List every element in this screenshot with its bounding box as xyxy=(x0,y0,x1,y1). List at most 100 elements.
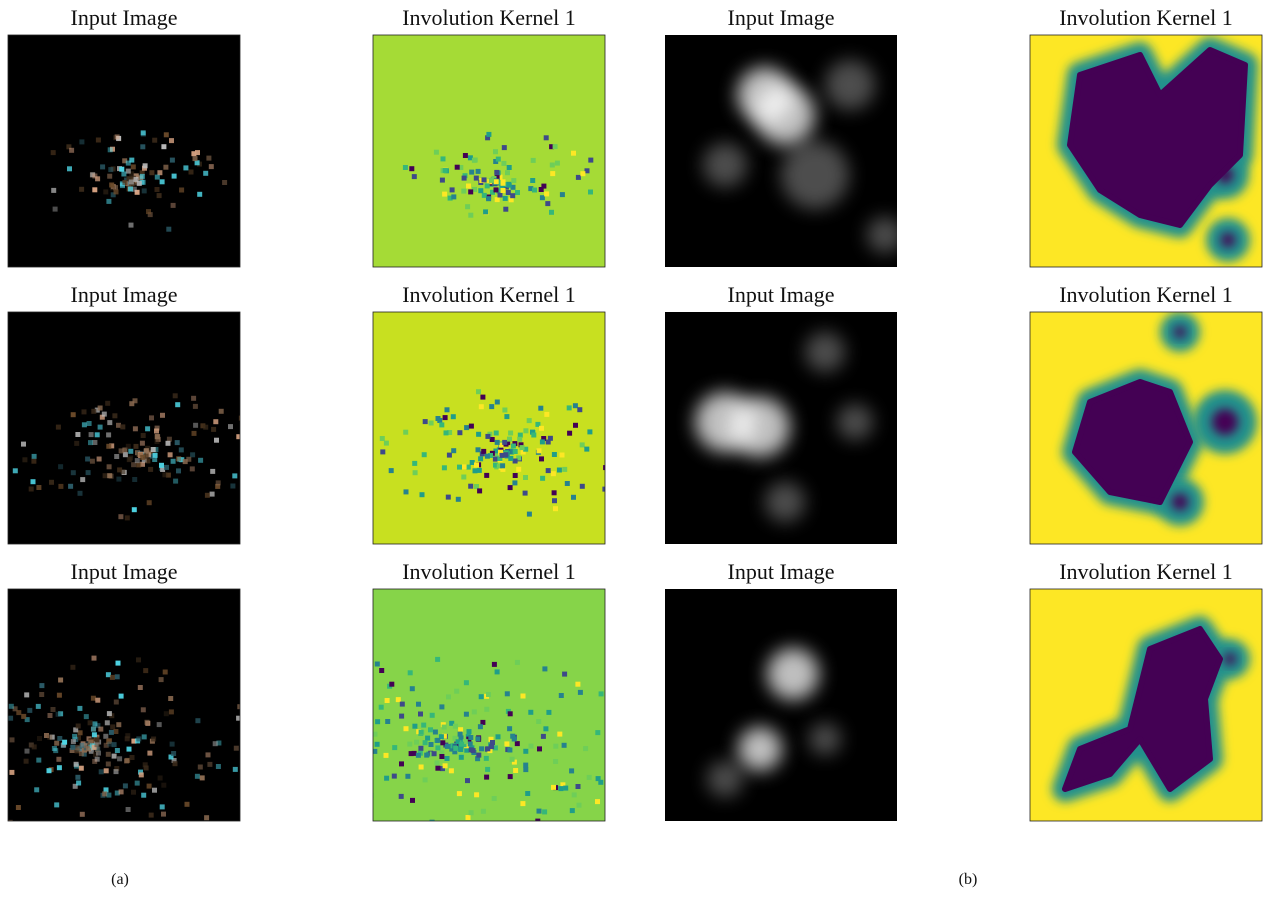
pixel xyxy=(213,741,218,746)
pixel xyxy=(494,187,499,192)
pixel xyxy=(136,736,141,741)
pixel xyxy=(523,475,528,480)
pixel xyxy=(112,754,117,759)
pixel xyxy=(429,421,434,426)
caption: (a) xyxy=(111,871,129,888)
pixel xyxy=(553,744,558,749)
pixel xyxy=(216,764,221,769)
pixel xyxy=(443,415,448,420)
pixel xyxy=(48,713,53,718)
pixel xyxy=(478,456,483,461)
pixel xyxy=(528,710,533,715)
pixel xyxy=(115,748,120,753)
pixel xyxy=(10,737,15,742)
pixel xyxy=(412,174,417,179)
glow xyxy=(703,143,747,187)
pixel xyxy=(527,512,532,517)
pixel xyxy=(8,716,13,721)
pixel xyxy=(623,743,628,748)
pixel xyxy=(259,437,264,442)
pixel xyxy=(27,708,32,713)
pixel xyxy=(570,808,575,813)
pixel xyxy=(119,167,124,172)
pixel xyxy=(9,770,14,775)
pixel xyxy=(418,746,423,751)
pixel xyxy=(109,474,114,479)
pixel xyxy=(354,755,359,760)
pixel xyxy=(144,453,149,458)
pixel xyxy=(34,787,39,792)
pixel xyxy=(512,480,517,485)
pixel xyxy=(480,720,485,725)
pixel xyxy=(454,689,459,694)
pixel xyxy=(68,484,73,489)
pixel xyxy=(498,193,503,198)
pixel xyxy=(569,768,574,773)
pixel xyxy=(307,720,312,725)
pixel xyxy=(457,465,462,470)
pixel xyxy=(537,448,542,453)
pixel xyxy=(114,189,119,194)
pixel xyxy=(79,187,84,192)
pixel xyxy=(507,437,512,442)
pixel xyxy=(57,693,62,698)
pixel xyxy=(151,447,156,452)
glow xyxy=(825,60,875,110)
pixel xyxy=(486,692,491,697)
pixel xyxy=(141,707,146,712)
pixel xyxy=(13,468,18,473)
pixel xyxy=(479,835,484,840)
pixel xyxy=(412,461,417,466)
pixel xyxy=(479,404,484,409)
pixel xyxy=(31,459,36,464)
pixel xyxy=(540,439,545,444)
pixel xyxy=(513,449,518,454)
pixel xyxy=(537,809,542,814)
pixel xyxy=(123,180,128,185)
pixel xyxy=(467,729,472,734)
pixel xyxy=(145,426,150,431)
pixel xyxy=(500,463,505,468)
panel-title: Involution Kernel 1 xyxy=(402,559,576,584)
pixel xyxy=(439,422,444,427)
pixel xyxy=(95,698,100,703)
pixel xyxy=(152,788,157,793)
pixel xyxy=(485,183,490,188)
pixel xyxy=(203,425,208,430)
pixel xyxy=(573,423,578,428)
image-panel xyxy=(373,312,626,544)
pixel xyxy=(106,762,111,767)
pixel xyxy=(532,188,537,193)
pixel xyxy=(578,690,583,695)
pixel xyxy=(206,156,211,161)
pixel xyxy=(523,763,528,768)
pixel xyxy=(75,775,80,780)
pixel xyxy=(515,741,520,746)
pixel xyxy=(116,477,121,482)
pixel xyxy=(567,431,572,436)
pixel xyxy=(476,432,481,437)
pixel xyxy=(484,707,489,712)
pixel xyxy=(539,187,544,192)
pixel xyxy=(192,431,197,436)
pixel xyxy=(102,412,107,417)
pixel xyxy=(144,448,149,453)
pixel xyxy=(354,757,359,762)
pixel xyxy=(321,803,326,808)
glow xyxy=(730,397,790,457)
pixel xyxy=(85,457,90,462)
pixel xyxy=(169,709,174,714)
panel-background xyxy=(665,589,897,821)
pixel xyxy=(389,468,394,473)
pixel xyxy=(99,769,104,774)
pixel xyxy=(242,695,247,700)
pixel xyxy=(265,441,270,446)
pixel xyxy=(57,736,62,741)
pixel xyxy=(489,404,494,409)
pixel xyxy=(55,824,60,829)
panel-background xyxy=(8,35,240,267)
pixel xyxy=(464,712,469,717)
pixel xyxy=(459,832,464,837)
pixel xyxy=(24,692,29,697)
pixel xyxy=(503,196,508,201)
